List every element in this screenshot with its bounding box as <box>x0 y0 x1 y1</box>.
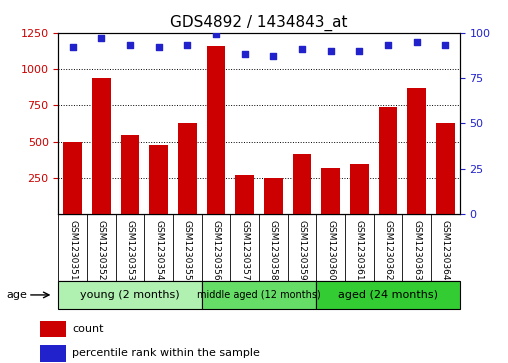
Bar <box>149 145 168 214</box>
Text: GSM1230361: GSM1230361 <box>355 220 364 280</box>
Point <box>212 32 220 37</box>
Point <box>98 35 106 41</box>
Text: GSM1230355: GSM1230355 <box>183 220 192 280</box>
Text: GSM1230351: GSM1230351 <box>68 220 77 280</box>
Point <box>441 42 450 48</box>
Text: GSM1230363: GSM1230363 <box>412 220 421 280</box>
Text: aged (24 months): aged (24 months) <box>338 290 438 300</box>
Text: GSM1230353: GSM1230353 <box>125 220 135 280</box>
Bar <box>40 345 66 362</box>
Point <box>126 42 134 48</box>
Bar <box>407 88 426 214</box>
Point <box>355 48 363 54</box>
Text: GSM1230356: GSM1230356 <box>211 220 220 280</box>
Point <box>298 46 306 52</box>
Text: GSM1230358: GSM1230358 <box>269 220 278 280</box>
Text: GSM1230352: GSM1230352 <box>97 220 106 280</box>
Bar <box>207 46 226 214</box>
Text: percentile rank within the sample: percentile rank within the sample <box>72 348 260 358</box>
Point <box>154 44 163 50</box>
Bar <box>322 168 340 214</box>
Text: GSM1230360: GSM1230360 <box>326 220 335 280</box>
Bar <box>40 321 66 337</box>
Point <box>412 39 421 45</box>
Bar <box>264 178 283 214</box>
Point <box>384 42 392 48</box>
Text: GSM1230362: GSM1230362 <box>384 220 393 280</box>
Bar <box>178 123 197 214</box>
Point <box>327 48 335 54</box>
Title: GDS4892 / 1434843_at: GDS4892 / 1434843_at <box>170 15 348 31</box>
Text: GSM1230359: GSM1230359 <box>298 220 307 280</box>
Bar <box>235 175 254 214</box>
Bar <box>350 164 369 214</box>
Point <box>241 52 249 57</box>
Bar <box>379 107 397 214</box>
Bar <box>202 281 316 309</box>
Text: age: age <box>7 290 27 300</box>
Bar <box>64 142 82 214</box>
Text: GSM1230354: GSM1230354 <box>154 220 163 280</box>
Bar <box>58 281 202 309</box>
Text: GSM1230357: GSM1230357 <box>240 220 249 280</box>
Text: young (2 months): young (2 months) <box>80 290 180 300</box>
Bar <box>436 123 455 214</box>
Text: GSM1230364: GSM1230364 <box>441 220 450 280</box>
Point <box>69 44 77 50</box>
Bar <box>316 281 460 309</box>
Bar <box>121 135 139 214</box>
Text: middle aged (12 months): middle aged (12 months) <box>197 290 321 300</box>
Text: count: count <box>72 324 104 334</box>
Point <box>269 53 277 59</box>
Bar <box>92 78 111 214</box>
Bar <box>293 154 311 214</box>
Point <box>183 42 192 48</box>
